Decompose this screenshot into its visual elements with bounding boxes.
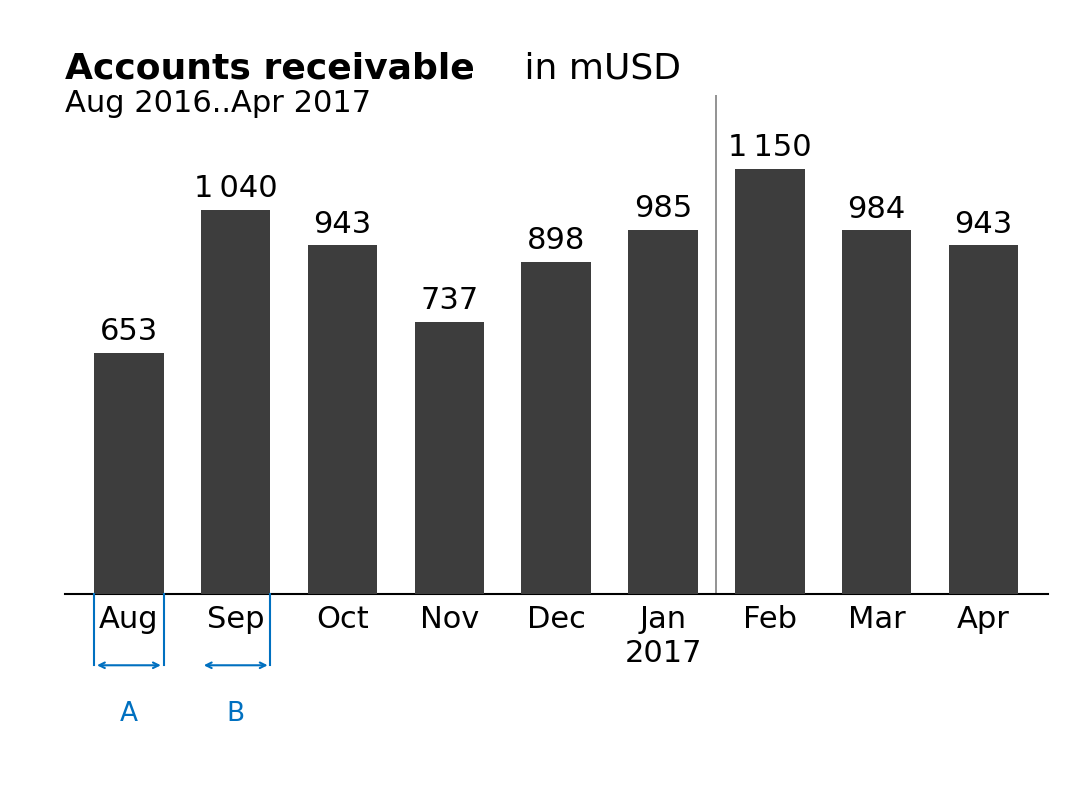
Bar: [415, 322, 484, 594]
Bar: [308, 246, 377, 594]
Text: 943: 943: [955, 210, 1013, 239]
Text: 737: 737: [420, 286, 478, 315]
Bar: [522, 262, 591, 594]
Text: 943: 943: [313, 210, 372, 239]
Text: 653: 653: [99, 317, 158, 346]
Text: in mUSD: in mUSD: [513, 51, 681, 86]
Text: 1 150: 1 150: [728, 133, 812, 162]
Bar: [735, 169, 805, 594]
Text: 984: 984: [848, 195, 906, 223]
Bar: [949, 246, 1018, 594]
Text: A: A: [120, 701, 138, 727]
Text: 898: 898: [527, 227, 585, 256]
Bar: [629, 230, 698, 594]
Text: Accounts receivable: Accounts receivable: [65, 51, 474, 86]
Text: 1 040: 1 040: [194, 174, 278, 203]
Text: B: B: [227, 701, 245, 727]
Text: 985: 985: [634, 194, 692, 223]
Bar: [842, 230, 912, 594]
Text: Aug 2016..Apr 2017: Aug 2016..Apr 2017: [65, 89, 370, 119]
Bar: [94, 352, 163, 594]
Bar: [201, 210, 270, 594]
